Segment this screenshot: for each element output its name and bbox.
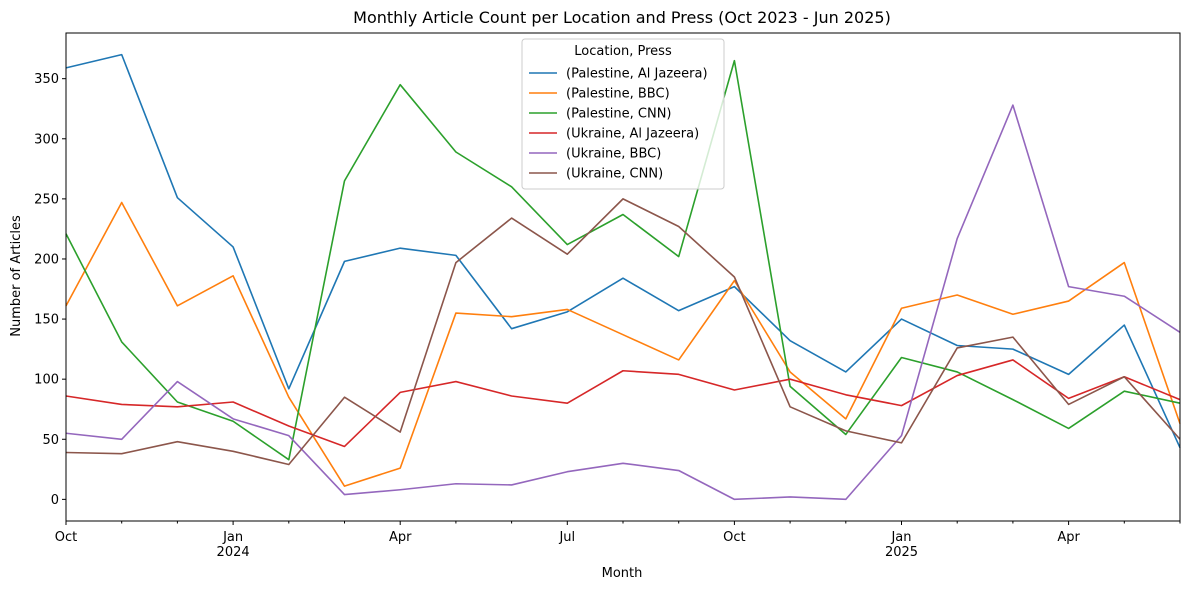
series-line-1 bbox=[65, 201, 1181, 487]
y-tick-label: 0 bbox=[51, 493, 59, 508]
x-tick-label: Jan bbox=[222, 530, 243, 545]
x-tick-label: Apr bbox=[389, 530, 412, 545]
y-axis-title: Number of Articles bbox=[9, 215, 24, 337]
series-line-5 bbox=[65, 198, 1181, 466]
legend-box bbox=[521, 38, 725, 190]
legend-label: (Palestine, Al Jazeera) bbox=[566, 67, 708, 82]
y-tick-label: 300 bbox=[34, 132, 59, 147]
y-tick-label: 350 bbox=[34, 72, 59, 87]
x-tick-label: Oct bbox=[55, 530, 77, 545]
y-tick-label: 250 bbox=[34, 192, 59, 207]
series-line-4 bbox=[65, 104, 1181, 501]
plot-frame bbox=[65, 32, 1181, 522]
x-tick-label: Apr bbox=[1057, 530, 1080, 545]
y-tick-label: 200 bbox=[34, 252, 59, 267]
series-layer bbox=[65, 53, 1181, 501]
series-line-0 bbox=[65, 53, 1181, 449]
series-line-2 bbox=[65, 59, 1181, 461]
y-axis: 0 50 100 150 200 250 300 350 bbox=[34, 72, 66, 508]
legend-label: (Ukraine, BBC) bbox=[566, 147, 661, 162]
x-tick-label: Jan bbox=[890, 530, 911, 545]
x-tick-year-label: 2025 bbox=[885, 545, 918, 560]
x-tick-label: Oct bbox=[723, 530, 745, 545]
x-tick-label: Jul bbox=[558, 530, 575, 545]
chart-title: Monthly Article Count per Location and P… bbox=[353, 8, 891, 27]
legend-label: (Ukraine, CNN) bbox=[566, 167, 663, 182]
y-tick-label: 50 bbox=[42, 433, 59, 448]
legend-label: (Ukraine, Al Jazeera) bbox=[566, 127, 699, 142]
y-tick-label: 100 bbox=[34, 373, 59, 388]
x-axis-title: Month bbox=[602, 566, 643, 581]
series-line-3 bbox=[65, 359, 1181, 448]
legend: Location, Press (Palestine, Al Jazeera) (P… bbox=[521, 38, 725, 190]
legend-title: Location, Press bbox=[574, 44, 672, 59]
x-tick-year-label: 2024 bbox=[217, 545, 250, 560]
legend-label: (Palestine, BBC) bbox=[566, 87, 670, 102]
y-tick-label: 150 bbox=[34, 313, 59, 328]
legend-label: (Palestine, CNN) bbox=[566, 107, 672, 122]
